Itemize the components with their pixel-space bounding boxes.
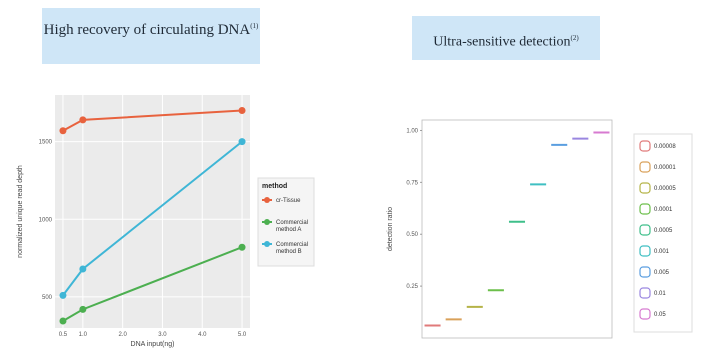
- left-legend-label: cr-Tissue: [276, 198, 301, 204]
- left-series-point: [59, 317, 67, 325]
- left-y-tick-label: 1500: [39, 140, 53, 146]
- right-legend-label: 0.00005: [654, 186, 676, 192]
- right-legend-swatch: [639, 245, 651, 257]
- right-chart-title-box: Ultra-sensitive detection(2): [412, 16, 600, 60]
- right-legend-label: 0.0001: [654, 207, 673, 213]
- right-legend-label: 0.005: [654, 270, 670, 276]
- right-legend-label: 0.00001: [654, 165, 676, 171]
- right-y-tick-label: 0.50: [406, 232, 418, 238]
- left-legend-swatch-dot: [264, 241, 270, 247]
- right-y-tick-label: 0.25: [406, 284, 418, 290]
- left-legend-label-cont: method B: [276, 249, 302, 255]
- left-legend-swatch-dot: [264, 197, 270, 203]
- right-legend-swatch: [639, 161, 651, 173]
- right-legend-swatch: [639, 182, 651, 194]
- left-series-point: [238, 107, 246, 115]
- left-legend-label-cont: method A: [276, 227, 301, 233]
- left-series-point: [79, 116, 87, 124]
- right-y-tick-label: 0.75: [406, 180, 418, 186]
- left-x-axis-label: DNA input(ng): [131, 341, 175, 348]
- right-legend-swatch: [639, 140, 651, 152]
- left-y-tick-label: 500: [42, 295, 53, 301]
- right-legend-label: 0.05: [654, 312, 666, 318]
- left-y-axis-label: normalized unique read depth: [17, 165, 24, 258]
- left-legend-title: method: [262, 183, 287, 190]
- right-chart-title-ref: (2): [570, 34, 579, 42]
- left-legend-label: Commercial: [276, 220, 308, 226]
- left-series-point: [79, 305, 87, 313]
- right-legend-swatch: [639, 266, 651, 278]
- left-x-tick-label: 5.0: [238, 332, 247, 338]
- left-x-tick-label: 2.0: [118, 332, 127, 338]
- left-x-tick-label: 1.0: [79, 332, 88, 338]
- left-x-tick-label: 4.0: [198, 332, 207, 338]
- right-legend-swatch: [639, 308, 651, 320]
- right-plot-panel: [421, 119, 613, 339]
- left-series-point: [59, 291, 67, 299]
- left-y-tick-label: 1000: [39, 217, 53, 223]
- left-chart-title-ref: (1): [250, 22, 259, 30]
- left-plot-panel: [55, 95, 250, 328]
- left-chart-title: High recovery of circulating DNA: [43, 22, 251, 38]
- left-x-tick-label: 0.5: [59, 332, 68, 338]
- right-legend-label: 0.0005: [654, 228, 673, 234]
- right-chart-title: Ultra-sensitive detection: [433, 34, 571, 50]
- right-legend-label: 0.00008: [654, 144, 676, 150]
- right-legend-label: 0.01: [654, 291, 666, 297]
- left-legend-label: Commercial: [276, 242, 308, 248]
- left-series-point: [238, 243, 246, 251]
- left-series-point: [59, 127, 67, 135]
- left-chart-title-box: High recovery of circulating DNA(1): [42, 8, 260, 64]
- left-x-tick-label: 3.0: [158, 332, 167, 338]
- left-series-point: [238, 138, 246, 146]
- right-legend-swatch: [639, 203, 651, 215]
- right-y-tick-label: 1.00: [406, 128, 418, 134]
- right-legend-box: [633, 133, 693, 333]
- left-series-point: [79, 265, 87, 273]
- right-y-axis-label: detection ratio: [387, 207, 394, 251]
- right-legend-label: 0.001: [654, 249, 670, 255]
- right-legend-swatch: [639, 287, 651, 299]
- left-legend-swatch-dot: [264, 219, 270, 225]
- right-legend-swatch: [639, 224, 651, 236]
